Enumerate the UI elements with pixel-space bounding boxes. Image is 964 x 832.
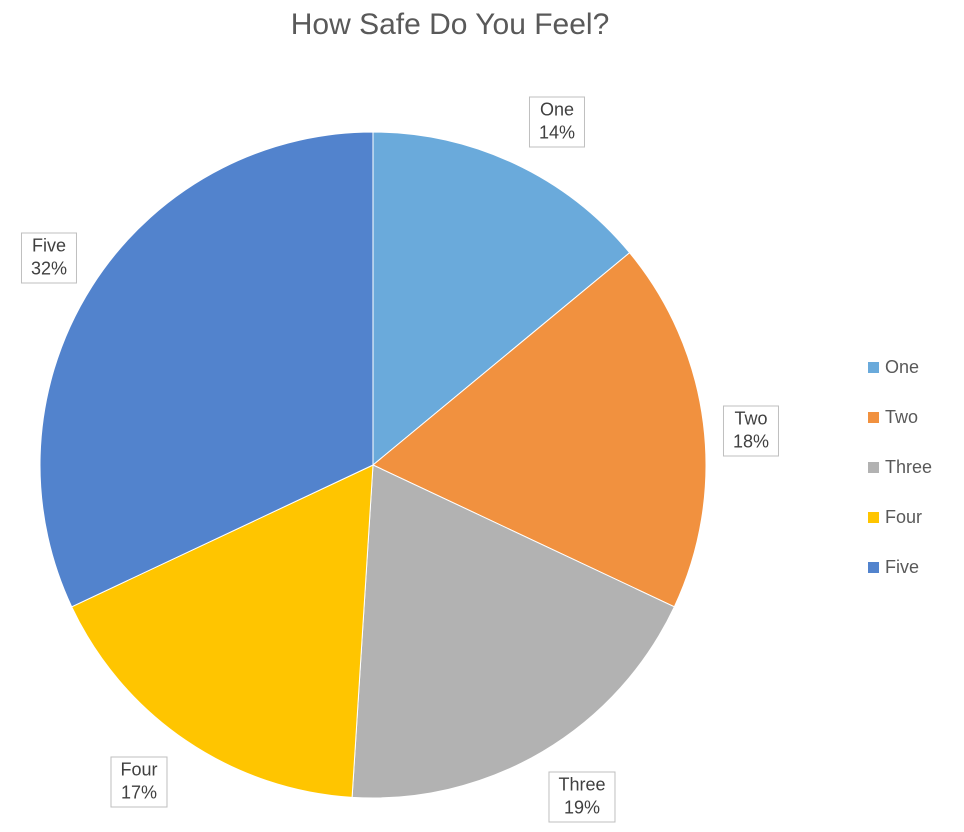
data-label-three: Three 19% [548, 771, 616, 823]
legend-label: Two [885, 407, 919, 427]
legend-swatch [868, 362, 879, 373]
pie-slice-three [351, 464, 675, 799]
legend-item-three: Three [868, 455, 932, 480]
data-label-value: 18% [732, 431, 770, 452]
data-label-value: 17% [120, 782, 158, 803]
legend-item-five: Five [868, 555, 932, 580]
chart-legend: One Two Three Four Five [868, 355, 932, 605]
data-label-name: Five [31, 235, 66, 256]
legend-label: Five [885, 557, 920, 577]
data-label-four: Four 17% [110, 756, 168, 808]
data-label-one: One 14% [528, 96, 586, 148]
data-label-five: Five 32% [20, 232, 78, 284]
legend-label: One [885, 357, 920, 377]
legend-label: Three [885, 457, 933, 477]
data-label-two: Two 18% [722, 405, 780, 457]
chart-title: How Safe Do You Feel? [290, 8, 610, 41]
data-label-value: 14% [538, 122, 576, 143]
legend-swatch [868, 512, 879, 523]
legend-label: Four [885, 507, 923, 527]
legend-item-four: Four [868, 505, 932, 530]
legend-swatch [868, 562, 879, 573]
data-label-value: 32% [30, 258, 68, 279]
data-label-name: Three [558, 774, 606, 795]
pie-slice-two [372, 252, 707, 608]
pie-slice-five [39, 131, 374, 608]
data-label-name: One [539, 99, 575, 120]
legend-swatch [868, 412, 879, 423]
legend-item-two: Two [868, 405, 932, 430]
legend-item-one: One [868, 355, 932, 380]
legend-swatch [868, 462, 879, 473]
pie-slice-four [71, 464, 374, 798]
pie-slice-one [372, 131, 631, 467]
data-label-name: Four [120, 759, 158, 780]
data-label-value: 19% [563, 797, 601, 818]
data-label-name: Two [734, 408, 768, 429]
